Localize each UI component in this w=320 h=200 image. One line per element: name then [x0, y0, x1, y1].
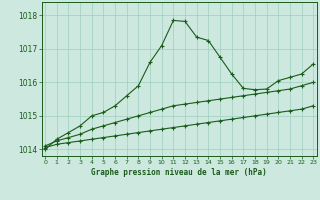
X-axis label: Graphe pression niveau de la mer (hPa): Graphe pression niveau de la mer (hPa) — [91, 168, 267, 177]
